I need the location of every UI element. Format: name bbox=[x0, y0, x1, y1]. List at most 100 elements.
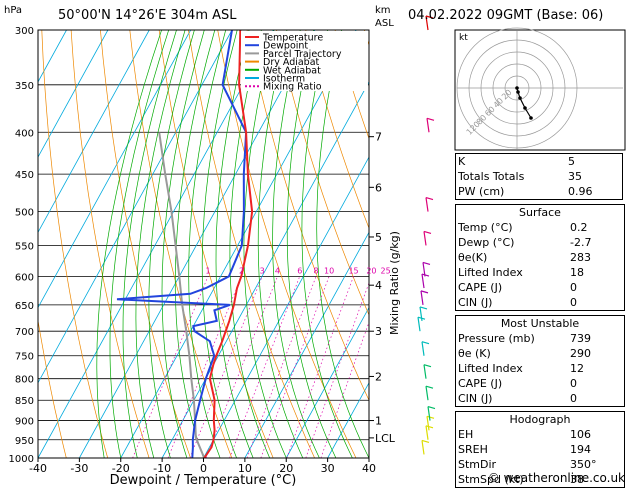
pressure-tick-label: 800 bbox=[15, 375, 34, 386]
wet-adiabat-line bbox=[229, 30, 271, 458]
pressure-tick-label: 950 bbox=[15, 436, 34, 447]
wet-adiabat-line bbox=[122, 30, 177, 458]
mixing-ratio-line bbox=[320, 321, 369, 458]
wind-barb-flag bbox=[423, 364, 432, 368]
legend-label: Dewpoint bbox=[263, 41, 308, 52]
wet-adiabat-line bbox=[316, 30, 369, 458]
wind-barb-flag bbox=[426, 415, 435, 419]
most-unstable-title: Most Unstable bbox=[500, 317, 580, 330]
isotherm-line bbox=[38, 30, 274, 458]
table-row: SREH 194 bbox=[456, 442, 624, 457]
pressure-tick-label: 400 bbox=[15, 128, 34, 139]
mixing-ratio-tick-label: 15 bbox=[348, 266, 358, 275]
dry-adiabat-line bbox=[70, 30, 150, 458]
pressure-tick-label: 600 bbox=[15, 272, 34, 283]
legend-label: Dry Adiabat bbox=[263, 57, 320, 68]
wind-barb bbox=[423, 364, 427, 379]
table-row: PW (cm) 0.96 bbox=[456, 184, 623, 200]
x-tick-label: -10 bbox=[153, 462, 171, 475]
km-tick-label: LCL bbox=[375, 432, 396, 445]
wind-barb-flag bbox=[426, 117, 435, 121]
surface-value: -2.7 bbox=[570, 236, 592, 249]
table-row: θe (K) 290 bbox=[456, 346, 624, 361]
pressure-tick-label: 550 bbox=[15, 241, 34, 252]
dry-adiabat-line bbox=[246, 30, 369, 402]
surface-label: CAPE (J) bbox=[458, 281, 503, 294]
hodograph-point bbox=[515, 86, 519, 90]
wind-barb-flag bbox=[425, 15, 434, 19]
mixing-ratio-axis-label: Mixing Ratio (g/kg) bbox=[388, 231, 401, 335]
km-tick-label: 4 bbox=[375, 279, 382, 292]
surface-box: Surface Temp (°C) 0.2 Dewp (°C) -2.7 θe(K)… bbox=[455, 204, 625, 311]
wet-adiabat-line bbox=[201, 30, 238, 458]
legend-label: Wet Adiabat bbox=[263, 65, 321, 76]
hodograph-unit-label: kt bbox=[459, 33, 468, 43]
wind-barb-flag bbox=[423, 230, 432, 235]
hodograph-point bbox=[523, 106, 527, 110]
km-tick-label: 3 bbox=[375, 325, 382, 338]
isotherm-line bbox=[327, 381, 369, 458]
mixing-ratio-tick-label: 2 bbox=[239, 266, 244, 275]
hodo-value: 194 bbox=[570, 443, 591, 456]
mixing-ratio-tick-label: 6 bbox=[297, 266, 302, 275]
most-unstable-box: Most Unstable Pressure (mb) 739 θe (K) 290… bbox=[455, 315, 625, 407]
pressure-tick-label: 900 bbox=[15, 417, 34, 428]
dry-adiabat-line bbox=[305, 30, 369, 230]
pressure-tick-label: 700 bbox=[15, 327, 34, 338]
pressure-tick-label: 850 bbox=[15, 396, 34, 407]
surface-value: 0 bbox=[570, 296, 577, 309]
pressure-tick-label: 1000 bbox=[9, 454, 34, 465]
mu-value: 0 bbox=[570, 392, 577, 405]
table-row: StmSpd (kt) 38 bbox=[456, 472, 624, 487]
wet-adiabat-line bbox=[161, 30, 205, 458]
dry-adiabat-line bbox=[41, 30, 109, 458]
mu-value: 739 bbox=[570, 332, 591, 345]
wind-barb-flag bbox=[425, 385, 434, 389]
pressure-tick-label: 350 bbox=[15, 81, 34, 92]
datetime-title: 04.02.2022 09GMT (Base: 06) bbox=[408, 8, 603, 23]
wet-adiabat-line bbox=[109, 30, 170, 458]
table-row: CAPE (J) 0 bbox=[456, 280, 624, 295]
hodograph-stats-box: Hodograph EH 106 SREH 194 StmDir 350° StmSp… bbox=[455, 411, 625, 488]
dry-adiabat-line bbox=[276, 30, 369, 316]
isotherm-line bbox=[38, 30, 109, 158]
x-tick-label: 20 bbox=[279, 462, 293, 475]
wind-barb-flag bbox=[425, 425, 434, 429]
mixing-ratio-tick-label: 10 bbox=[324, 266, 334, 275]
legend-label: Temperature bbox=[262, 33, 323, 44]
table-row: CIN (J) 0 bbox=[456, 391, 624, 406]
wind-barb bbox=[425, 197, 429, 212]
isotherm-line bbox=[79, 30, 316, 458]
table-row: Dewp (°C) -2.7 bbox=[456, 235, 624, 250]
location-title: 50°00'N 14°26'E 304m ASL bbox=[58, 8, 237, 23]
mixing-ratio-tick-label: 25 bbox=[381, 266, 391, 275]
isotherm-line bbox=[161, 81, 369, 458]
mixing-ratio-tick-label: 20 bbox=[366, 266, 376, 275]
wet-adiabat-line bbox=[286, 30, 337, 458]
x-tick-label: -30 bbox=[70, 462, 88, 475]
table-row: Totals Totals 35 bbox=[456, 169, 623, 184]
surface-value: 18 bbox=[570, 266, 584, 279]
x-tick-label: -20 bbox=[112, 462, 130, 475]
mixing-ratio-line bbox=[189, 276, 263, 458]
mixing-ratio-line bbox=[286, 276, 354, 458]
km-tick-label: 6 bbox=[375, 181, 382, 194]
wind-barb-flag bbox=[425, 197, 434, 201]
mixing-ratio-tick-label: 1 bbox=[205, 266, 210, 275]
copyright-text: © weatheronline.co.uk bbox=[488, 471, 625, 485]
mixing-ratio-line bbox=[305, 281, 369, 458]
hodo-label: StmDir bbox=[458, 458, 497, 471]
legend-label: Isotherm bbox=[263, 74, 305, 85]
wind-barb-flag bbox=[421, 273, 430, 277]
wind-barb bbox=[425, 386, 429, 401]
mu-label: CAPE (J) bbox=[458, 377, 503, 390]
mu-value: 290 bbox=[570, 347, 591, 360]
mixing-ratio-line bbox=[167, 276, 242, 458]
km-tick-label: 1 bbox=[375, 415, 382, 428]
dry-adiabat-line bbox=[188, 30, 315, 458]
asl-label: ASL bbox=[375, 18, 394, 29]
wind-barb bbox=[427, 406, 431, 421]
legend-label: Mixing Ratio bbox=[263, 82, 322, 93]
